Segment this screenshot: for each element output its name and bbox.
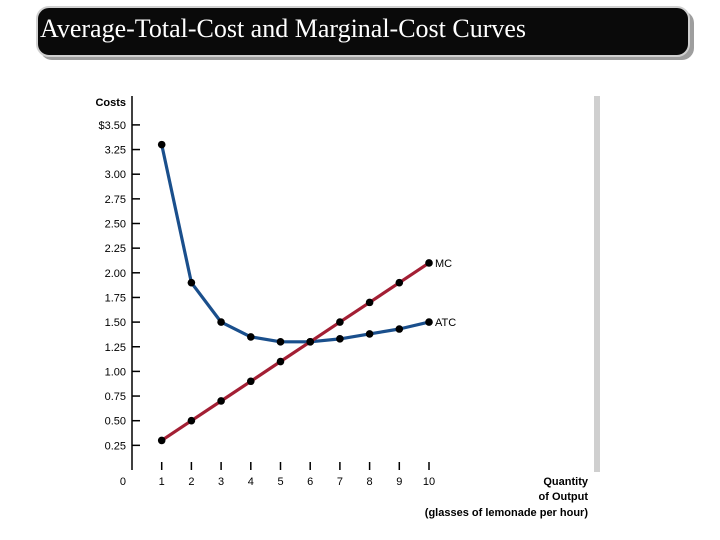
x-tick-label: 9 xyxy=(396,476,402,488)
x-tick-label: 7 xyxy=(337,476,343,488)
x-origin-label: 0 xyxy=(120,476,126,488)
mc-point xyxy=(247,377,255,386)
x-axis-title-line-2: of Output xyxy=(539,491,589,503)
mc-point xyxy=(276,357,285,366)
plot-shadow-right xyxy=(594,96,600,472)
atc-point xyxy=(425,318,433,326)
y-tick-label: 0.75 xyxy=(105,391,126,403)
atc-point xyxy=(336,335,344,343)
x-axis-title-line-3: (glasses of lemonade per hour) xyxy=(425,507,589,519)
y-tick-label: 0.50 xyxy=(105,416,126,428)
x-ticks: 1 2 3 4 5 6 7 8 9 10 xyxy=(159,462,435,488)
x-tick-label: 8 xyxy=(367,476,373,488)
x-tick-label: 4 xyxy=(248,476,254,488)
mc-point xyxy=(365,298,374,307)
mc-point xyxy=(157,436,166,445)
mc-point xyxy=(306,338,315,346)
y-tick-label: 2.25 xyxy=(105,243,126,255)
atc-point xyxy=(157,140,166,149)
y-tick-label: 1.75 xyxy=(105,292,126,304)
x-axis-title-line-1: Quantity xyxy=(543,476,588,488)
title-banner xyxy=(36,6,694,60)
mc-label: MC xyxy=(435,258,452,270)
y-tick-label: 2.75 xyxy=(105,194,126,206)
atc-label: ATC xyxy=(435,317,456,329)
atc-line xyxy=(160,144,430,344)
y-ticks: $3.50 3.25 3.00 2.75 2.50 2.25 2.00 1.75 1.50 1.2… xyxy=(98,120,140,452)
mc-point xyxy=(425,259,433,267)
series-layer: ATC MC xyxy=(157,140,456,445)
atc-point xyxy=(247,333,255,341)
y-axis-title: Costs xyxy=(95,97,126,109)
x-tick-label: 5 xyxy=(277,476,283,488)
y-tick-label: 1.00 xyxy=(105,366,126,378)
y-tick-label: 3.25 xyxy=(105,145,126,157)
x-tick-label: 1 xyxy=(159,476,165,488)
atc-point xyxy=(217,318,225,326)
x-tick-label: 10 xyxy=(423,476,435,488)
atc-point xyxy=(276,338,285,346)
mc-line xyxy=(160,261,430,442)
atc-point xyxy=(187,278,196,287)
x-tick-label: 2 xyxy=(188,476,194,488)
mc-point xyxy=(336,318,344,326)
banner-body xyxy=(36,6,690,57)
mc-point xyxy=(217,397,225,405)
y-tick-label: 2.50 xyxy=(105,219,126,231)
x-tick-label: 3 xyxy=(218,476,224,488)
mc-point xyxy=(187,416,196,425)
mc-point xyxy=(395,278,404,287)
y-tick-label: 3.00 xyxy=(105,169,126,181)
y-tick-label: 2.00 xyxy=(105,268,126,280)
atc-point xyxy=(365,330,374,338)
y-tick-label: $3.50 xyxy=(98,120,126,132)
y-tick-label: 1.50 xyxy=(105,317,126,329)
y-tick-label: 0.25 xyxy=(105,440,126,452)
atc-point xyxy=(395,325,404,333)
x-tick-label: 6 xyxy=(307,476,313,488)
y-tick-label: 1.25 xyxy=(105,342,126,354)
slide-title: Average-Total-Cost and Marginal-Cost Cur… xyxy=(40,14,527,43)
